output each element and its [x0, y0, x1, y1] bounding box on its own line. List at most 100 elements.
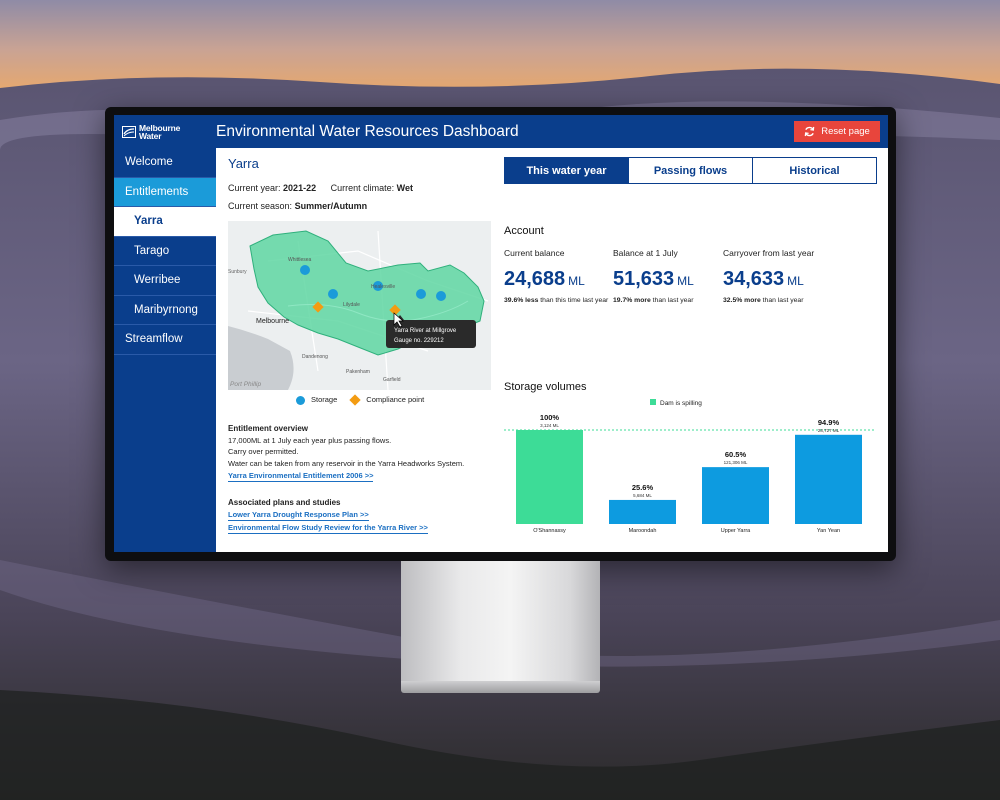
map-place-label: Garfield — [383, 377, 401, 383]
plans-heading: Associated plans and studies — [228, 498, 341, 507]
sidebar-item-yarra[interactable]: Yarra — [114, 207, 216, 237]
storage-point-icon[interactable] — [373, 281, 383, 291]
sidebar-item-entitlements[interactable]: Entitlements — [114, 177, 216, 207]
app-header: Melbourne Water Environmental Water Reso… — [114, 115, 888, 148]
storage-volumes-chart: Dam is spilling 100%3,124 ML O'Shannassy 25… — [504, 399, 876, 534]
tooltip-title: Yarra River at Millgrove — [394, 328, 457, 334]
entitlement-line: Water can be taken from any reservoir in… — [228, 458, 465, 468]
storage-bar — [795, 434, 862, 524]
refresh-icon — [804, 126, 815, 137]
storage-legend-icon — [296, 395, 305, 405]
sidebar-item-werribee[interactable]: Werribee — [114, 266, 216, 296]
view-tabs: This water year Passing flows Historical — [504, 157, 877, 184]
bar-volume-label: 121,306 ML — [724, 460, 748, 465]
region-panel: Yarra Current year: 2021-22 Current clim… — [216, 148, 498, 552]
metric-number: 51,633 — [613, 268, 675, 290]
entitlement-overview: Entitlement overview 17,000ML at 1 July … — [228, 423, 464, 482]
dashboard-screen: Melbourne Water Environmental Water Reso… — [114, 115, 888, 552]
metric-comparison: 19.7% more than last year — [613, 296, 721, 306]
metric-label: Current balance — [504, 248, 565, 258]
current-climate-value: Wet — [396, 183, 413, 193]
bar-percent-label: 100% — [540, 413, 560, 422]
metric-comparison: 32.5% more than last year — [723, 296, 843, 306]
metric-change: 19.7% more — [613, 297, 651, 304]
metric-note: than this time last year — [538, 297, 609, 304]
sidebar-item-maribyrnong[interactable]: Maribyrnong — [114, 296, 216, 325]
legend-compliance: Compliance point — [349, 394, 425, 406]
metric-label: Carryover from last year — [723, 248, 815, 258]
monitor-stand — [401, 561, 600, 681]
bar-percent-label: 94.9% — [818, 418, 840, 427]
legend-spilling-icon — [650, 399, 656, 405]
map-place-label: Dandenong — [302, 354, 328, 360]
logo-line-1: Melbourne — [139, 122, 181, 133]
bar-category-label: Yan Yean — [817, 528, 840, 534]
current-season-value: Summer/Autumn — [294, 201, 368, 211]
bar-volume-label: 3,124 ML — [540, 423, 559, 428]
map-canvas[interactable]: Sunbury Whittlesea Melbourne Healesville… — [228, 221, 491, 390]
current-climate-label: Current climate: — [330, 183, 395, 193]
monitor-stand-base — [401, 681, 600, 693]
map-place-label: Lilydale — [343, 302, 360, 308]
metric-number: 24,688 — [504, 268, 566, 290]
storage-bar — [516, 430, 583, 524]
storage-point-icon[interactable] — [328, 289, 338, 299]
legend-spilling-label: Dam is spilling — [660, 400, 702, 407]
metric-value: 34,633 ML — [723, 268, 843, 291]
yarra-river-line — [287, 300, 469, 322]
bar-volume-label: 28,727 ML — [818, 428, 840, 433]
sidebar-nav: Welcome Entitlements Yarra Tarago Werrib… — [114, 148, 216, 552]
map-place-label: Melbourne — [256, 318, 289, 325]
storage-volumes-title: Storage volumes — [504, 381, 587, 393]
bar-category-label: O'Shannassy — [533, 528, 566, 534]
region-season: Current season: Summer/Autumn — [228, 201, 367, 211]
tooltip-gauge: Gauge no. 229212 — [394, 338, 444, 344]
metric-current-balance: Current balance 24,688 ML 39.6% less than… — [504, 248, 612, 306]
page-title: Environmental Water Resources Dashboard — [216, 122, 519, 140]
bar-volume-label: 5,684 ML — [633, 493, 652, 498]
drought-plan-link[interactable]: Lower Yarra Drought Response Plan >> — [228, 509, 369, 521]
sidebar-item-label: Maribyrnong — [134, 303, 198, 316]
sidebar-item-label: Streamflow — [125, 333, 183, 346]
legend-compliance-label: Compliance point — [366, 395, 425, 405]
storage-point-icon[interactable] — [300, 265, 310, 275]
map-place-label: Sunbury — [228, 269, 247, 275]
tab-passing-flows[interactable]: Passing flows — [629, 158, 753, 183]
cursor-icon — [393, 312, 404, 328]
sidebar-item-tarago[interactable]: Tarago — [114, 237, 216, 266]
associated-plans: Associated plans and studies Lower Yarra… — [228, 497, 428, 534]
entitlement-link[interactable]: Yarra Environmental Entitlement 2006 >> — [228, 471, 374, 482]
sidebar-item-label: Yarra — [134, 215, 163, 228]
map-tooltip: Yarra River at Millgrove Gauge no. 22921… — [386, 315, 476, 348]
metric-value: 51,633 ML — [613, 268, 721, 291]
region-year-climate: Current year: 2021-22 Current climate: W… — [228, 183, 413, 193]
bar-category-label: Upper Yarra — [721, 528, 751, 534]
metric-label: Balance at 1 July — [613, 248, 678, 258]
melbourne-water-logo[interactable]: Melbourne Water — [114, 122, 216, 140]
tab-this-water-year[interactable]: This water year — [505, 158, 629, 183]
map-place-label: Healesville — [371, 284, 395, 290]
sidebar-item-welcome[interactable]: Welcome — [114, 148, 216, 178]
map-place-label: Port Phillip — [230, 381, 261, 388]
region-title: Yarra — [228, 156, 259, 171]
metric-change: 39.6% less — [504, 297, 539, 304]
metric-carryover: Carryover from last year 34,633 ML 32.5% … — [723, 248, 843, 306]
storage-bar — [609, 499, 676, 524]
sidebar-item-label: Entitlements — [125, 185, 189, 198]
reset-page-label: Reset page — [821, 126, 870, 137]
storage-point-icon[interactable] — [436, 291, 446, 301]
flow-study-link[interactable]: Environmental Flow Study Review for the … — [228, 522, 428, 534]
legend-storage: Storage — [296, 395, 337, 405]
reset-page-button[interactable]: Reset page — [794, 121, 880, 142]
sidebar-item-label: Werribee — [134, 274, 181, 287]
metric-unit: ML — [677, 274, 694, 288]
metric-balance-1-july: Balance at 1 July 51,633 ML 19.7% more th… — [613, 248, 721, 306]
sidebar-item-streamflow[interactable]: Streamflow — [114, 325, 216, 355]
water-logo-icon — [122, 125, 136, 138]
metric-value: 24,688 ML — [504, 268, 612, 291]
map-place-label: Whittlesea — [288, 257, 312, 263]
tab-historical[interactable]: Historical — [789, 164, 840, 177]
catchment-map[interactable]: Sunbury Whittlesea Melbourne Healesville… — [228, 221, 491, 390]
storage-point-icon[interactable] — [416, 289, 426, 299]
current-season-label: Current season: — [228, 201, 293, 211]
